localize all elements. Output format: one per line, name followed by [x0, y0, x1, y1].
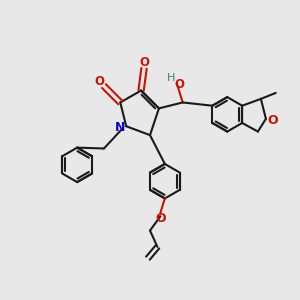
Text: H: H: [167, 73, 176, 83]
Text: O: O: [94, 75, 104, 88]
Text: O: O: [174, 78, 184, 91]
Text: N: N: [115, 121, 125, 134]
Text: O: O: [267, 114, 278, 127]
Text: O: O: [139, 56, 149, 69]
Text: O: O: [155, 212, 166, 225]
